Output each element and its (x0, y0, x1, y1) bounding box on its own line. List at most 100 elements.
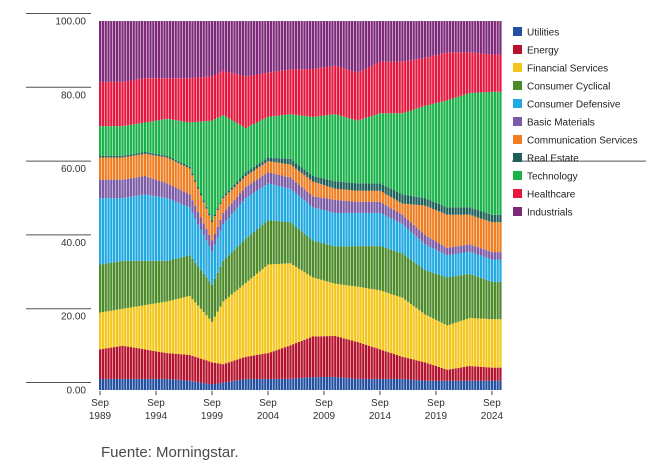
bar-consumer-cyclical (107, 263, 110, 312)
bar-financial-services (143, 305, 147, 350)
bar-energy (129, 347, 133, 379)
bar-basic-materials (387, 206, 390, 218)
bar-real-estate (236, 181, 239, 185)
bar-technology (490, 91, 494, 215)
bar-consumer-defensive (328, 211, 331, 245)
bar-communication-services (143, 153, 147, 176)
bar-basic-materials (227, 206, 231, 218)
bar-industrials (303, 21, 306, 70)
bar-industrials (359, 21, 362, 72)
bar-utilities (149, 378, 152, 390)
bar-utilities (160, 378, 163, 390)
bar-financial-services (356, 286, 359, 343)
bar-consumer-cyclical (499, 281, 502, 320)
bar-communication-services (334, 188, 337, 200)
bar-real-estate (241, 175, 245, 179)
bar-consumer-defensive (280, 186, 284, 222)
bar-financial-services (476, 318, 480, 367)
bar-industrials (432, 21, 435, 56)
bar-industrials (415, 21, 418, 60)
bar-healthcare (132, 80, 135, 125)
bar-basic-materials (138, 176, 141, 196)
bar-communication-services (113, 157, 116, 180)
x-tick-label: 2024 (481, 411, 504, 422)
bar-industrials (451, 21, 454, 53)
bar-industrials (205, 21, 208, 77)
bar-energy (171, 353, 175, 380)
bar-technology (241, 126, 245, 176)
bar-healthcare (308, 69, 312, 117)
bar-basic-materials (474, 246, 477, 254)
bar-utilities (247, 378, 250, 390)
bar-energy (275, 350, 278, 379)
bar-energy (146, 349, 149, 379)
bar-consumer-cyclical (493, 281, 496, 320)
bar-financial-services (289, 263, 292, 346)
bar-consumer-defensive (440, 252, 443, 276)
bar-consumer-defensive (434, 249, 438, 274)
bar-consumer-cyclical (113, 262, 116, 311)
bar-consumer-defensive (479, 255, 482, 278)
bar-technology (101, 126, 105, 156)
bar-consumer-defensive (474, 253, 477, 276)
bar-industrials (443, 21, 446, 54)
bar-industrials (115, 21, 119, 82)
bar-energy (261, 354, 264, 379)
bar-utilities (359, 378, 362, 390)
bar-consumer-defensive (146, 194, 149, 261)
bar-consumer-cyclical (454, 276, 457, 323)
bar-communication-services (205, 208, 208, 230)
bar-communication-services (373, 190, 376, 202)
bar-utilities (496, 380, 499, 390)
bar-financial-services (496, 319, 499, 368)
bar-healthcare (149, 78, 152, 122)
bar-communication-services (378, 190, 382, 202)
bar-technology (208, 120, 211, 214)
bar-real-estate (457, 207, 460, 215)
bar-consumer-defensive (412, 234, 415, 262)
bar-basic-materials (300, 186, 303, 199)
bar-industrials (135, 21, 138, 80)
bar-utilities (490, 380, 494, 390)
bar-consumer-cyclical (278, 221, 281, 264)
bar-utilities (356, 378, 359, 390)
bar-healthcare (210, 76, 214, 121)
bar-utilities (426, 380, 429, 390)
bar-healthcare (222, 70, 225, 116)
bar-technology (429, 104, 432, 201)
bar-industrials (222, 21, 225, 71)
bar-consumer-defensive (149, 195, 152, 261)
bar-technology (258, 121, 261, 164)
bar-utilities (126, 378, 130, 390)
bar-financial-services (314, 278, 317, 337)
bar-communication-services (362, 190, 365, 202)
bar-healthcare (188, 78, 191, 123)
bar-financial-services (490, 319, 494, 368)
bar-energy (328, 336, 331, 377)
bar-industrials (160, 21, 163, 79)
bar-real-estate (474, 209, 477, 217)
bar-consumer-defensive (446, 255, 449, 278)
bar-technology (446, 100, 449, 208)
bar-communication-services (353, 190, 356, 202)
x-tick-label: Sep (203, 398, 221, 409)
bar-real-estate (233, 184, 236, 188)
bar-healthcare (297, 69, 301, 116)
bar-communication-services (129, 156, 133, 179)
bar-energy (138, 348, 141, 379)
bar-healthcare (286, 69, 289, 115)
bar-technology (353, 119, 356, 184)
bar-healthcare (280, 70, 284, 116)
bar-financial-services (404, 299, 407, 358)
bar-basic-materials (468, 244, 471, 252)
bar-communication-services (292, 166, 295, 180)
bar-industrials (493, 21, 496, 55)
bar-communication-services (359, 190, 362, 202)
bar-technology (255, 122, 259, 165)
bar-healthcare (317, 68, 320, 117)
bar-consumer-defensive (289, 188, 292, 223)
bar-financial-services (406, 301, 410, 359)
bar-consumer-cyclical (129, 260, 133, 308)
bar-real-estate (272, 157, 275, 163)
bar-technology (334, 114, 337, 182)
